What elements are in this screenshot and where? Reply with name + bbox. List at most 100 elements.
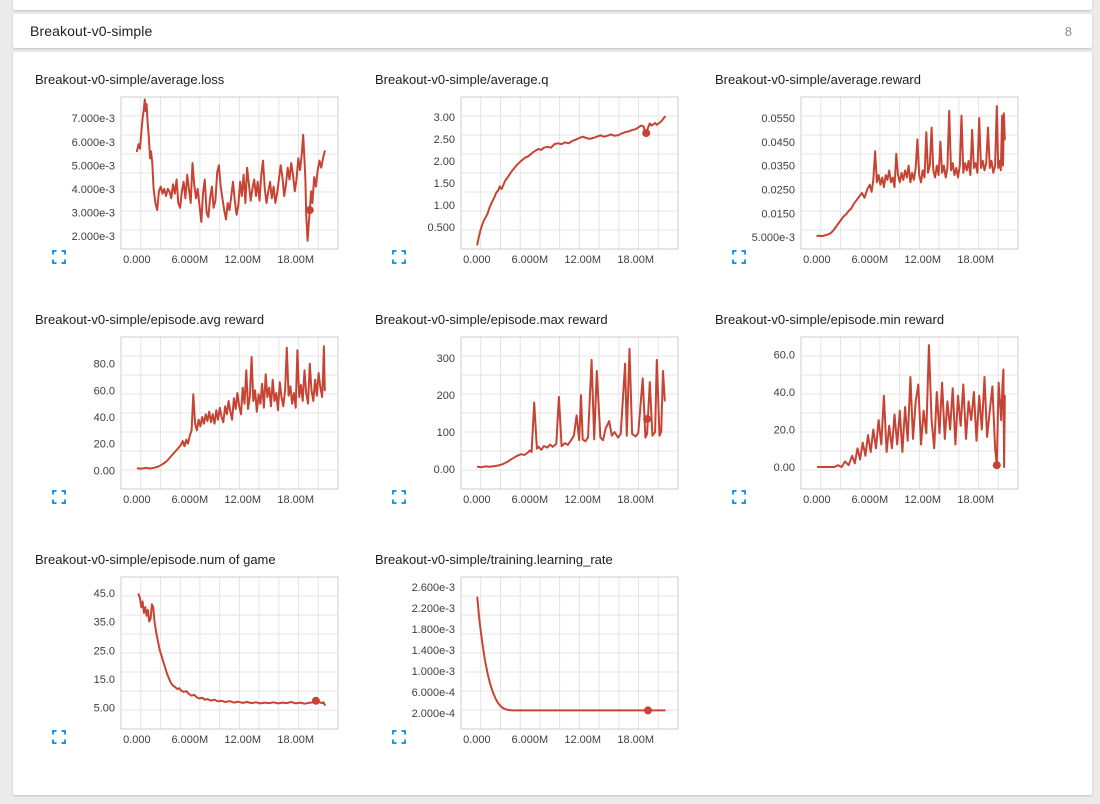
series-line [816,105,1006,238]
y-tick-label: 80.0 [94,359,115,371]
y-tick-label: 15.0 [94,674,115,686]
y-tick-label: 2.000e-3 [72,231,115,243]
y-tick-label: 0.00 [434,464,455,476]
chart-card: Breakout-v0-simple/episode.num of game 5.… [35,552,365,750]
chart-plot[interactable]: 5.00 15.0 25.0 35.0 45.0 0.000 6.000M 12.00M 18.… [35,574,365,750]
x-tick-label: 18.00M [277,734,314,746]
grid [461,97,678,249]
section-body: Breakout-v0-simple/average.loss 2.000e-3 3… [13,52,1092,795]
x-tick-label: 0.000 [803,254,831,266]
y-tick-label: 35.0 [94,617,115,629]
y-tick-label: 0.0550 [761,113,795,125]
chart-plot[interactable]: 2.000e-3 3.000e-3 4.000e-3 5.000e-3 6.000e-3… [35,94,365,270]
y-tick-label: 60.0 [774,350,795,362]
last-point-dot [305,206,314,215]
x-tick-label: 6.000M [511,254,548,266]
chart-plot[interactable]: 0.00 20.0 40.0 60.0 80.0 0.000 6.000M 12.00M 18.… [35,334,365,510]
x-tick-label: 12.00M [564,494,601,506]
expand-chart-icon[interactable] [392,490,406,504]
x-tick-label: 6.000M [171,494,208,506]
last-point-dot [643,415,652,424]
chart-title: Breakout-v0-simple/episode.min reward [715,312,945,327]
x-tick-label: 18.00M [617,494,654,506]
series-line [476,347,666,469]
section-header[interactable]: Breakout-v0-simple 8 [13,14,1092,48]
y-tick-label: 45.0 [94,588,115,600]
x-tick-label: 12.00M [224,494,261,506]
expand-chart-icon[interactable] [732,490,746,504]
grid [461,577,678,729]
expand-chart-icon[interactable] [52,250,66,264]
x-tick-label: 18.00M [277,494,314,506]
chart-title: Breakout-v0-simple/average.q [375,72,549,87]
last-point-dot [992,461,1001,470]
x-tick-label: 6.000M [511,494,548,506]
x-tick-label: 6.000M [511,734,548,746]
series-line [816,344,1006,468]
last-point-dot [644,706,652,715]
chart-plot[interactable]: 0.00 20.0 40.0 60.0 0.000 6.000M 12.00M 18.00M [715,334,1045,510]
expand-chart-icon[interactable] [732,250,746,264]
y-tick-label: 100 [437,427,455,439]
y-tick-label: 0.0350 [761,161,795,173]
x-tick-label: 18.00M [957,254,994,266]
grid [121,337,338,489]
x-tick-label: 0.000 [123,254,151,266]
y-tick-label: 25.0 [94,645,115,657]
chart-plot[interactable]: 5.000e-3 0.0150 0.0250 0.0350 0.0450 0.0550 0.… [715,94,1045,270]
x-tick-label: 18.00M [957,494,994,506]
charts-grid: Breakout-v0-simple/average.loss 2.000e-3 3… [35,72,1092,750]
y-tick-label: 6.000e-4 [412,687,455,699]
chart-title: Breakout-v0-simple/average.reward [715,72,921,87]
previous-section-edge [13,0,1092,10]
series-line [476,115,666,246]
series-line [137,593,326,706]
x-tick-label: 0.000 [463,494,491,506]
y-tick-label: 6.000e-3 [72,137,115,149]
y-tick-label: 40.0 [774,387,795,399]
y-tick-label: 1.000e-3 [412,666,455,678]
y-tick-label: 5.000e-3 [752,232,795,244]
y-tick-label: 0.0450 [761,137,795,149]
y-tick-label: 20.0 [774,425,795,437]
chart-title: Breakout-v0-simple/episode.max reward [375,312,608,327]
expand-chart-icon[interactable] [392,730,406,744]
x-tick-label: 6.000M [851,494,888,506]
x-tick-label: 18.00M [277,254,314,266]
y-tick-label: 2.00 [434,156,455,168]
x-tick-label: 0.000 [803,494,831,506]
y-tick-label: 200 [437,390,455,402]
y-tick-label: 40.0 [94,412,115,424]
y-tick-label: 1.50 [434,178,455,190]
grid [121,577,338,729]
chart-plot[interactable]: 0.00 100 200 300 0.000 6.000M 12.00M 18.00M [375,334,705,510]
y-tick-label: 60.0 [94,385,115,397]
x-tick-label: 0.000 [123,494,151,506]
y-tick-label: 2.50 [434,134,455,146]
x-tick-label: 18.00M [617,734,654,746]
y-tick-label: 1.00 [434,200,455,212]
x-tick-label: 18.00M [617,254,654,266]
chart-plot[interactable]: 2.000e-4 6.000e-4 1.000e-3 1.400e-3 1.800e-3… [375,574,705,750]
x-tick-label: 0.000 [463,254,491,266]
y-tick-label: 4.000e-3 [72,184,115,196]
section-title: Breakout-v0-simple [30,23,153,39]
chart-title: Breakout-v0-simple/training.learning_rat… [375,552,613,567]
expand-chart-icon[interactable] [392,250,406,264]
expand-chart-icon[interactable] [52,490,66,504]
chart-plot[interactable]: 0.500 1.00 1.50 2.00 2.50 3.00 0.000 6.000M 12.0… [375,94,705,270]
x-tick-label: 12.00M [224,734,261,746]
grid [461,337,678,489]
y-tick-label: 3.00 [434,112,455,124]
x-tick-label: 12.00M [224,254,261,266]
y-tick-label: 2.200e-3 [412,603,455,615]
x-tick-label: 12.00M [564,734,601,746]
y-tick-label: 3.000e-3 [72,208,115,220]
chart-card: Breakout-v0-simple/average.loss 2.000e-3 3… [35,72,365,270]
y-tick-label: 0.00 [94,465,115,477]
x-tick-label: 12.00M [904,494,941,506]
section-count-badge: 8 [1064,23,1072,39]
series-line [476,596,666,712]
expand-chart-icon[interactable] [52,730,66,744]
chart-title: Breakout-v0-simple/episode.num of game [35,552,276,567]
